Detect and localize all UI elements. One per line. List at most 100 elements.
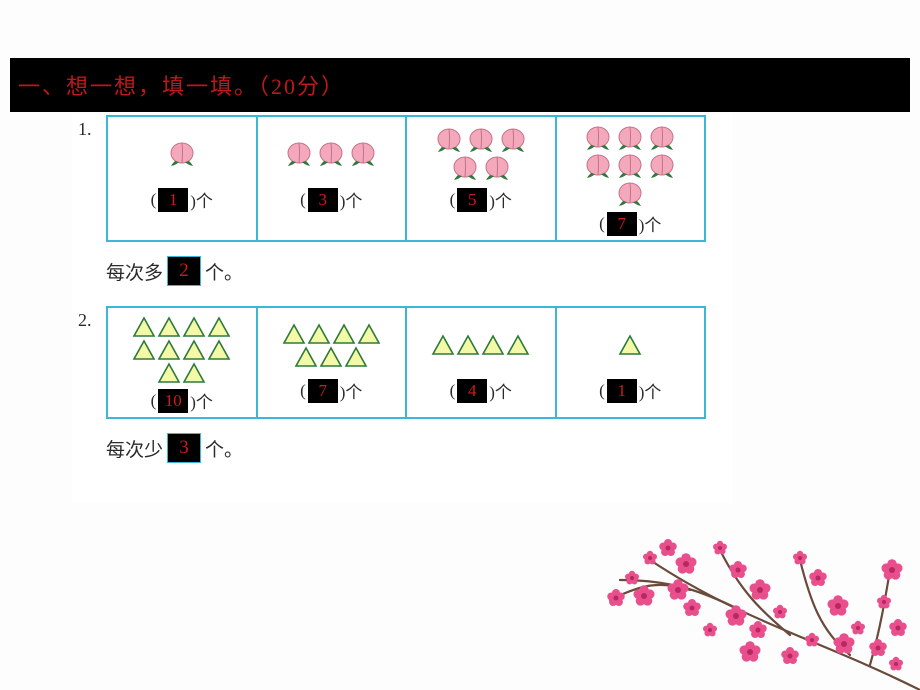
paren-open: (	[151, 391, 157, 411]
count-line: (10)个	[112, 388, 252, 413]
triangle-icon	[157, 362, 181, 384]
peach-icon	[317, 141, 345, 167]
peach-icon	[168, 141, 196, 167]
grid-cell: (5)个	[407, 117, 557, 240]
answer-value: 3	[308, 188, 338, 212]
paren-open: (	[300, 190, 306, 210]
triangle-icon	[294, 346, 318, 368]
paren-open: (	[599, 214, 605, 234]
icon-group	[117, 123, 247, 185]
worksheet-content: 1. (1)个 (3)个	[72, 113, 732, 503]
problem-2-grid: (10)个 (7)个 (4)个 (1)个	[106, 306, 706, 419]
triangle-icon	[481, 334, 505, 356]
triangle-icon	[431, 334, 455, 356]
title-bar: 一、想一想，填一填。（20分）	[10, 58, 910, 112]
page-title: 一、想一想，填一填。（20分）	[18, 69, 345, 101]
paren-close-unit: )个	[639, 378, 662, 403]
triangle-icon	[207, 316, 231, 338]
grid-cell: (1)个	[108, 117, 258, 240]
peach-icon	[435, 127, 463, 153]
summary-suffix: 个。	[205, 435, 243, 462]
peach-icon	[648, 153, 676, 179]
peach-icon	[483, 155, 511, 181]
triangle-icon	[282, 323, 306, 345]
count-line: (4)个	[411, 378, 551, 403]
peach-icon	[451, 155, 479, 181]
peach-icon	[467, 127, 495, 153]
triangle-icon	[182, 316, 206, 338]
count-line: (7)个	[561, 211, 701, 236]
problem-2: 2. (10)个 (7)个 (4)个 (1)个	[72, 306, 732, 463]
answer-value: 7	[308, 379, 338, 403]
answer-value: 10	[158, 389, 188, 413]
count-line: (1)个	[112, 187, 252, 212]
summary-prefix: 每次少	[106, 435, 163, 462]
triangle-icon	[157, 316, 181, 338]
problem-number: 1.	[78, 119, 92, 140]
peach-icon	[285, 141, 313, 167]
triangle-icon	[357, 323, 381, 345]
paren-close-unit: )个	[639, 211, 662, 236]
triangle-icon	[332, 323, 356, 345]
triangle-icon	[618, 334, 642, 356]
peach-icon	[616, 125, 644, 151]
peach-icon	[499, 127, 527, 153]
icon-group	[565, 123, 695, 209]
paren-open: (	[450, 381, 456, 401]
grid-cell: (10)个	[108, 308, 258, 417]
icon-group	[266, 123, 396, 185]
count-line: (5)个	[411, 187, 551, 212]
peach-icon	[349, 141, 377, 167]
paren-close-unit: )个	[190, 187, 213, 212]
triangle-icon	[207, 339, 231, 361]
triangle-icon	[506, 334, 530, 356]
triangle-icon	[157, 339, 181, 361]
icon-group	[416, 123, 546, 185]
grid-cell: (7)个	[557, 117, 705, 240]
summary-suffix: 个。	[205, 258, 243, 285]
problem-1: 1. (1)个 (3)个	[72, 115, 732, 286]
answer-value: 4	[457, 379, 487, 403]
paren-close-unit: )个	[340, 378, 363, 403]
paren-close-unit: )个	[190, 388, 213, 413]
peach-icon	[616, 153, 644, 179]
grid-cell: (4)个	[407, 308, 557, 417]
summary-answer: 2	[167, 256, 201, 286]
grid-cell: (1)个	[557, 308, 705, 417]
answer-value: 1	[158, 188, 188, 212]
peach-icon	[648, 125, 676, 151]
answer-value: 7	[607, 212, 637, 236]
paren-open: (	[599, 381, 605, 401]
peach-icon	[584, 153, 612, 179]
answer-value: 1	[607, 379, 637, 403]
problem-number: 2.	[78, 310, 92, 331]
count-line: (3)个	[262, 187, 402, 212]
icon-group	[565, 314, 695, 376]
paren-close-unit: )个	[489, 187, 512, 212]
problem-1-summary: 每次多 2 个。	[106, 256, 732, 286]
count-line: (1)个	[561, 378, 701, 403]
paren-open: (	[300, 381, 306, 401]
problem-2-summary: 每次少 3 个。	[106, 433, 732, 463]
triangle-icon	[182, 339, 206, 361]
peach-icon	[584, 125, 612, 151]
grid-cell: (7)个	[258, 308, 408, 417]
peach-icon	[616, 181, 644, 207]
count-line: (7)个	[262, 378, 402, 403]
triangle-icon	[456, 334, 480, 356]
triangle-icon	[132, 316, 156, 338]
summary-prefix: 每次多	[106, 258, 163, 285]
triangle-icon	[307, 323, 331, 345]
icon-group	[416, 314, 546, 376]
answer-value: 5	[457, 188, 487, 212]
triangle-icon	[132, 339, 156, 361]
paren-open: (	[450, 190, 456, 210]
grid-cell: (3)个	[258, 117, 408, 240]
summary-answer: 3	[167, 433, 201, 463]
paren-close-unit: )个	[489, 378, 512, 403]
triangle-icon	[319, 346, 343, 368]
triangle-icon	[344, 346, 368, 368]
paren-open: (	[151, 190, 157, 210]
icon-group	[266, 314, 396, 376]
icon-group	[117, 314, 247, 386]
